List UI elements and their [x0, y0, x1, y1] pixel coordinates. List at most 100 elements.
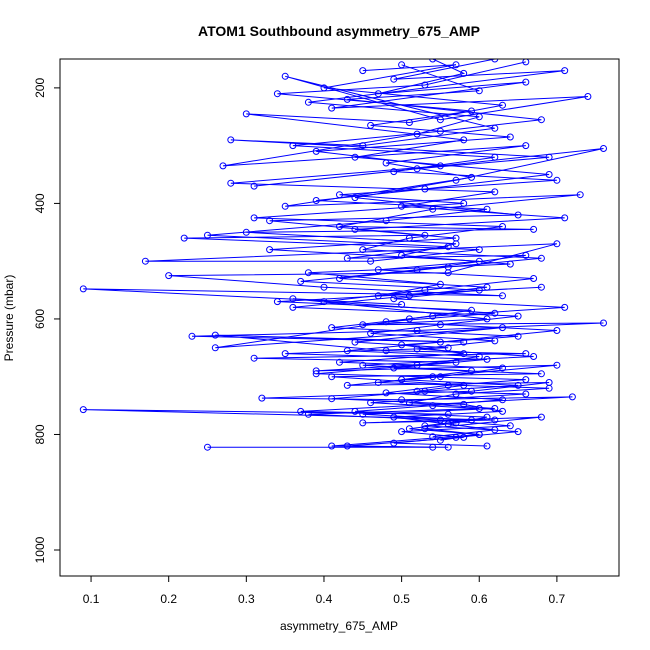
- data-point: [436, 338, 444, 346]
- data-point: [600, 319, 607, 327]
- data-point: [289, 142, 297, 150]
- data-point: [483, 413, 491, 421]
- data-point: [421, 81, 429, 89]
- data-point: [468, 173, 475, 181]
- data-point: [491, 153, 499, 161]
- data-point: [227, 179, 235, 187]
- data-point: [468, 367, 475, 375]
- data-point: [390, 75, 398, 83]
- data-point: [390, 439, 398, 447]
- data-point: [398, 396, 406, 404]
- data-point: [359, 361, 367, 369]
- x-tick-label: 0.7: [549, 592, 566, 606]
- data-point: [405, 425, 413, 433]
- data-point: [328, 442, 336, 450]
- data-point: [499, 407, 506, 415]
- data-point: [367, 329, 375, 337]
- x-tick-label: 0.3: [238, 592, 255, 606]
- data-point: [242, 110, 250, 118]
- data-point: [312, 370, 320, 378]
- data-point: [522, 251, 530, 259]
- data-point: [530, 225, 538, 233]
- series-3: [204, 61, 569, 450]
- data-point: [343, 442, 351, 450]
- data-point: [436, 321, 444, 329]
- data-point: [281, 72, 289, 80]
- series-line: [207, 64, 565, 447]
- y-tick-label: 200: [33, 78, 47, 98]
- data-point: [328, 324, 336, 332]
- data-point: [452, 234, 460, 242]
- data-point: [266, 246, 274, 254]
- series-line: [254, 64, 557, 438]
- data-point: [545, 384, 553, 392]
- data-point: [436, 127, 444, 135]
- data-point: [398, 202, 406, 210]
- x-tick-label: 0.2: [160, 592, 177, 606]
- data-point: [79, 406, 87, 414]
- data-point: [499, 223, 506, 230]
- data-point: [211, 331, 219, 339]
- data-point: [491, 309, 499, 317]
- data-point: [320, 283, 328, 291]
- series-5: [250, 61, 561, 441]
- data-point: [312, 147, 320, 155]
- data-point: [336, 358, 343, 366]
- data-point: [584, 93, 592, 100]
- data-point: [328, 395, 336, 403]
- x-tick-label: 0.5: [393, 592, 410, 606]
- data-point: [405, 399, 413, 407]
- data-point: [390, 168, 398, 176]
- data-point: [343, 254, 351, 262]
- data-point: [421, 286, 429, 294]
- data-point: [475, 87, 483, 95]
- data-point: [273, 298, 281, 306]
- data-point: [398, 376, 406, 384]
- data-point: [281, 202, 289, 210]
- data-point: [514, 332, 522, 340]
- data-point: [281, 350, 289, 358]
- data-point: [398, 61, 406, 69]
- data-point: [475, 405, 483, 412]
- data-point: [351, 194, 359, 202]
- data-point: [188, 332, 196, 340]
- data-point: [382, 217, 390, 225]
- x-axis: 0.1 0.2 0.3 0.4 0.5 0.6 0.7: [83, 576, 566, 606]
- data-point: [537, 370, 545, 378]
- data-point: [491, 426, 499, 434]
- data-point: [537, 116, 545, 124]
- data-point: [561, 303, 569, 311]
- data-point: [553, 176, 561, 184]
- data-point: [413, 345, 421, 353]
- data-point: [219, 162, 227, 170]
- data-point: [289, 295, 297, 303]
- plot-frame: [59, 58, 620, 577]
- data-point: [499, 101, 506, 109]
- data-point: [483, 283, 491, 291]
- data-point: [436, 162, 444, 170]
- data-point: [568, 393, 576, 401]
- data-point: [304, 410, 312, 418]
- data-point: [351, 225, 359, 233]
- data-point: [530, 353, 538, 360]
- data-point: [460, 199, 468, 207]
- data-point: [343, 95, 351, 103]
- data-point: [475, 246, 483, 254]
- data-point: [491, 188, 499, 196]
- data-point: [289, 303, 297, 311]
- data-point: [351, 338, 359, 346]
- data-point: [250, 182, 258, 190]
- data-point: [491, 416, 499, 424]
- data-point: [382, 389, 390, 397]
- data-point: [522, 142, 530, 150]
- data-point: [398, 428, 406, 436]
- data-point: [444, 243, 452, 251]
- data-point: [499, 396, 506, 404]
- data-point: [141, 257, 149, 265]
- y-tick-label: 800: [33, 424, 47, 444]
- data-point: [336, 223, 343, 230]
- data-point: [297, 277, 305, 285]
- data-point: [468, 416, 475, 424]
- data-point: [460, 400, 468, 408]
